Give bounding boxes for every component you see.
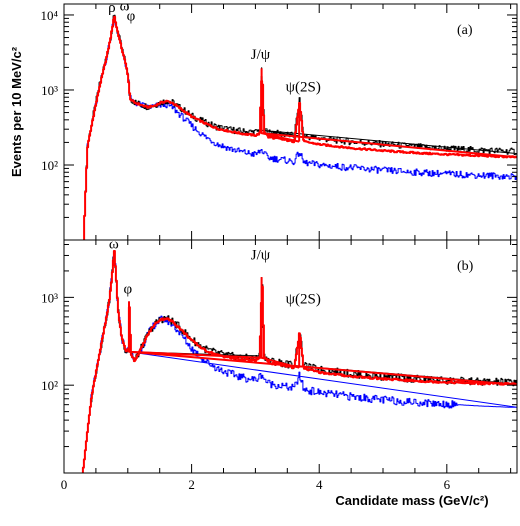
plot-frame bbox=[63, 239, 518, 474]
series-blue-line bbox=[83, 15, 517, 240]
y-tick-label: 10⁴ bbox=[40, 8, 58, 23]
panel-label: (a) bbox=[457, 23, 473, 38]
peak-annotation: J/ψ bbox=[251, 247, 271, 263]
y-tick-label: 10² bbox=[41, 158, 58, 173]
y-tick-label: 10³ bbox=[41, 290, 58, 305]
peak-annotation: ψ(2S) bbox=[286, 80, 321, 96]
peak-annotation: ρ bbox=[108, 0, 116, 16]
x-tick-label: 6 bbox=[444, 477, 451, 492]
peak-annotation: ω bbox=[120, 0, 130, 14]
series-black-line bbox=[83, 14, 517, 240]
y-axis-title: Events per 10 MeV/c² bbox=[9, 46, 24, 177]
peak-annotation: φ bbox=[123, 282, 132, 298]
peak-annotation: ω bbox=[109, 237, 119, 253]
x-tick-label: 0 bbox=[61, 477, 68, 492]
peak-annotation: J/ψ bbox=[251, 47, 271, 63]
panel-label: (b) bbox=[457, 259, 474, 274]
x-tick-label: 4 bbox=[316, 477, 323, 492]
peak-annotation: ψ(2S) bbox=[286, 292, 321, 308]
peak-annotation: φ bbox=[127, 8, 136, 24]
y-tick-label: 10² bbox=[41, 378, 58, 393]
x-axis-title: Candidate mass (GeV/c²) bbox=[335, 493, 488, 508]
y-tick-label: 10³ bbox=[41, 83, 58, 98]
panel-b: 10² 10³ 0 2 4 6 (b) ω φ J/ψ ψ(2S) bbox=[41, 237, 518, 492]
x-tick-label: 2 bbox=[188, 477, 195, 492]
